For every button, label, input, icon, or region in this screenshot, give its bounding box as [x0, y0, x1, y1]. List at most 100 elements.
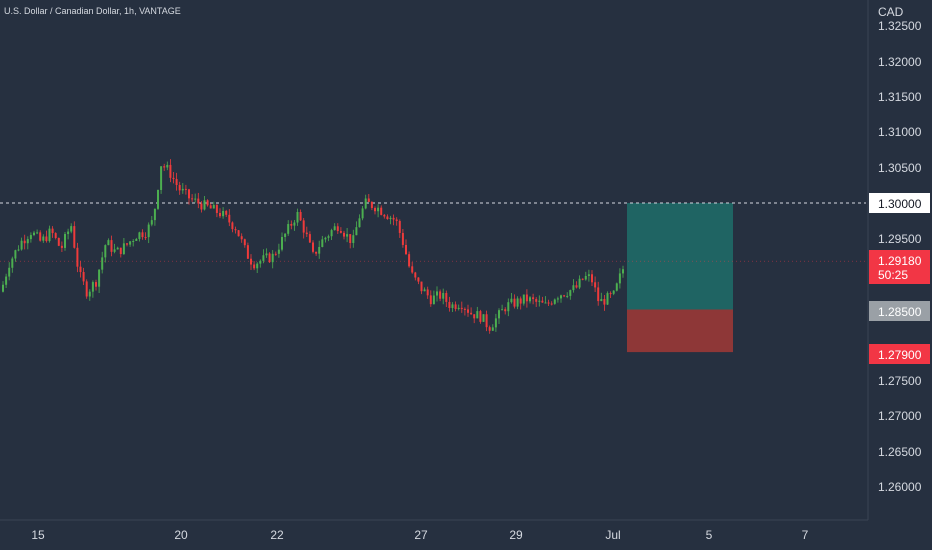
candle-body: [451, 304, 454, 308]
position-zones[interactable]: [627, 203, 733, 353]
candle-body: [64, 234, 66, 248]
price-axis[interactable]: 1.32500 1.32000 1.31500 1.31000 1.30500 …: [878, 19, 922, 494]
candle-body: [401, 232, 404, 245]
candle-body: [293, 222, 296, 226]
candle-body: [194, 198, 197, 200]
candle-body: [603, 299, 606, 305]
candle-body: [513, 298, 516, 307]
candle-body: [615, 283, 618, 291]
time-tick: 15: [31, 528, 45, 542]
current-price-text: 1.29180: [878, 254, 922, 268]
candle-body: [33, 232, 35, 236]
stop-zone: [627, 309, 733, 353]
candle-body: [54, 233, 57, 239]
time-tick: 5: [706, 528, 713, 542]
candle-body: [172, 177, 175, 180]
candle-body: [432, 295, 435, 305]
candle-body: [457, 307, 460, 309]
level-badge-text: 1.30000: [878, 197, 922, 211]
time-axis[interactable]: 15 20 22 27 29 Jul 5 7: [31, 528, 808, 542]
candle-body: [219, 212, 221, 217]
current-price-badge[interactable]: 1.29180 50:25: [869, 250, 930, 284]
candle-body: [377, 207, 380, 212]
candle-body: [181, 188, 184, 191]
candle-body: [122, 243, 125, 255]
candle-body: [157, 189, 159, 209]
candle-body: [184, 188, 187, 190]
candle-body: [67, 231, 70, 235]
candle-body: [166, 164, 169, 168]
candle-body: [191, 198, 194, 200]
time-tick: 20: [174, 528, 188, 542]
candle-body: [460, 307, 463, 309]
candle-body: [395, 219, 398, 221]
stop-loss-badge[interactable]: 1.27900: [869, 344, 930, 364]
candle-body: [429, 295, 432, 305]
candle-body: [380, 207, 383, 215]
price-tick: 1.30500: [878, 161, 922, 175]
candle-body: [408, 254, 411, 267]
candle-body: [553, 299, 556, 304]
candle-body: [504, 309, 507, 312]
take-profit-badge-bg: [869, 301, 930, 321]
candle-body: [560, 295, 562, 299]
take-profit-badge[interactable]: 1.28500: [869, 301, 930, 321]
candle-body: [491, 327, 494, 331]
candle-body: [501, 309, 504, 311]
candle-body: [467, 309, 469, 313]
candle-body: [150, 220, 153, 225]
candle-body: [445, 293, 448, 302]
candle-body: [439, 291, 442, 299]
candle-body: [26, 239, 29, 244]
candle-body: [234, 229, 237, 231]
candle-body: [132, 240, 135, 242]
candle-body: [470, 312, 473, 315]
candle-body: [581, 278, 584, 280]
candle-body: [23, 240, 26, 244]
candle-body: [246, 245, 249, 259]
candle-body: [572, 285, 575, 291]
candle-body: [398, 220, 401, 233]
time-tick: 29: [509, 528, 523, 542]
candle-body: [352, 235, 355, 243]
price-tick: 1.26000: [878, 480, 922, 494]
level-price-badge[interactable]: 1.30000: [869, 193, 930, 213]
candle-body: [290, 224, 293, 226]
candle-body: [147, 224, 150, 238]
candle-body: [259, 260, 262, 264]
candle-body: [17, 249, 20, 251]
candle-body: [169, 164, 172, 178]
candle-body: [203, 200, 206, 210]
price-tick: 1.31500: [878, 90, 922, 104]
candle-body: [522, 294, 525, 304]
candle-body: [296, 211, 299, 223]
candle-body: [2, 284, 4, 292]
candle-body: [253, 264, 256, 269]
price-tick: 1.32000: [878, 55, 922, 69]
stop-loss-badge-bg: [869, 344, 930, 364]
time-tick: 27: [414, 528, 428, 542]
candle-body: [529, 297, 531, 302]
horizontal-level-line[interactable]: [0, 202, 866, 262]
candle-body: [135, 238, 138, 241]
candle-body: [98, 269, 101, 287]
candle-body: [315, 251, 318, 254]
price-tick: 1.31000: [878, 125, 922, 139]
candle-body: [383, 214, 386, 217]
candle-body: [538, 300, 541, 302]
candle-body: [141, 232, 144, 238]
candle-body: [215, 205, 218, 213]
candle-body: [544, 302, 547, 304]
take-profit-text: 1.28500: [878, 305, 922, 319]
candle-body: [126, 243, 128, 245]
candle-body: [482, 314, 485, 322]
candle-body: [609, 293, 612, 295]
candle-body: [129, 241, 132, 245]
candle-body: [287, 224, 290, 234]
candle-body: [119, 247, 122, 255]
candle-body: [299, 211, 302, 221]
candle-body: [411, 266, 414, 273]
